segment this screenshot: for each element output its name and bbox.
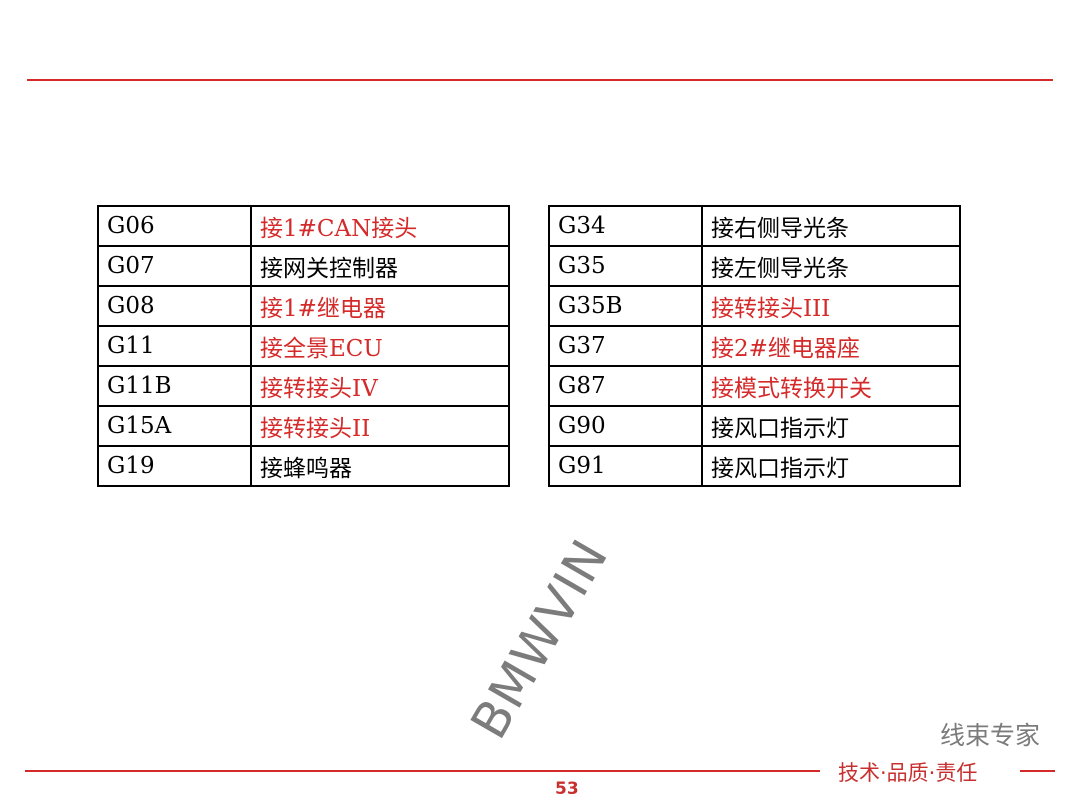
page-number: 53 bbox=[555, 779, 579, 799]
header-divider bbox=[27, 79, 1053, 81]
connector-code: G34 bbox=[548, 205, 703, 247]
connector-description: 接风口指示灯 bbox=[701, 405, 961, 447]
table-row: G15A 接转接头II bbox=[97, 405, 510, 447]
connector-description: 接网关控制器 bbox=[250, 245, 510, 287]
table-row: G07 接网关控制器 bbox=[97, 245, 510, 287]
connector-description: 接转接头III bbox=[701, 285, 961, 327]
footer-watermark: 线束专家 bbox=[940, 721, 1041, 750]
left-connector-table: G06 接1#CAN接头 G07 接网关控制器 G08 接1#继电器 G11 接全景ECU G1… bbox=[97, 205, 510, 487]
table-row: G34 接右侧导光条 bbox=[548, 205, 961, 247]
footer-divider-right bbox=[1020, 770, 1055, 772]
connector-code: G19 bbox=[97, 445, 252, 487]
footer-slogan: 技术·品质·责任 bbox=[838, 761, 978, 785]
connector-code: G11B bbox=[97, 365, 252, 407]
table-row: G19 接蜂鸣器 bbox=[97, 445, 510, 487]
connector-code: G87 bbox=[548, 365, 703, 407]
watermark: BMWVIN bbox=[459, 529, 620, 749]
connector-code: G91 bbox=[548, 445, 703, 487]
connector-code: G90 bbox=[548, 405, 703, 447]
table-row: G35B 接转接头III bbox=[548, 285, 961, 327]
connector-description: 接转接头IV bbox=[250, 365, 510, 407]
connector-description: 接2#继电器座 bbox=[701, 325, 961, 367]
connector-description: 接转接头II bbox=[250, 405, 510, 447]
connector-code: G08 bbox=[97, 285, 252, 327]
connector-description: 接全景ECU bbox=[250, 325, 510, 367]
connector-description: 接风口指示灯 bbox=[701, 445, 961, 487]
connector-code: G11 bbox=[97, 325, 252, 367]
connector-description: 接左侧导光条 bbox=[701, 245, 961, 287]
table-row: G08 接1#继电器 bbox=[97, 285, 510, 327]
connector-code: G35B bbox=[548, 285, 703, 327]
table-row: G06 接1#CAN接头 bbox=[97, 205, 510, 247]
table-row: G91 接风口指示灯 bbox=[548, 445, 961, 487]
connector-description: 接蜂鸣器 bbox=[250, 445, 510, 487]
table-row: G90 接风口指示灯 bbox=[548, 405, 961, 447]
footer-divider bbox=[25, 770, 820, 772]
table-row: G37 接2#继电器座 bbox=[548, 325, 961, 367]
right-connector-table: G34 接右侧导光条 G35 接左侧导光条 G35B 接转接头III G37 接2#继电器座 G… bbox=[548, 205, 961, 487]
table-row: G87 接模式转换开关 bbox=[548, 365, 961, 407]
connector-code: G06 bbox=[97, 205, 252, 247]
connector-description: 接1#继电器 bbox=[250, 285, 510, 327]
connector-description: 接1#CAN接头 bbox=[250, 205, 510, 247]
connector-code: G37 bbox=[548, 325, 703, 367]
table-row: G11B 接转接头IV bbox=[97, 365, 510, 407]
connector-description: 接模式转换开关 bbox=[701, 365, 961, 407]
table-row: G11 接全景ECU bbox=[97, 325, 510, 367]
connector-code: G15A bbox=[97, 405, 252, 447]
table-row: G35 接左侧导光条 bbox=[548, 245, 961, 287]
connector-code: G07 bbox=[97, 245, 252, 287]
connector-code: G35 bbox=[548, 245, 703, 287]
connector-description: 接右侧导光条 bbox=[701, 205, 961, 247]
